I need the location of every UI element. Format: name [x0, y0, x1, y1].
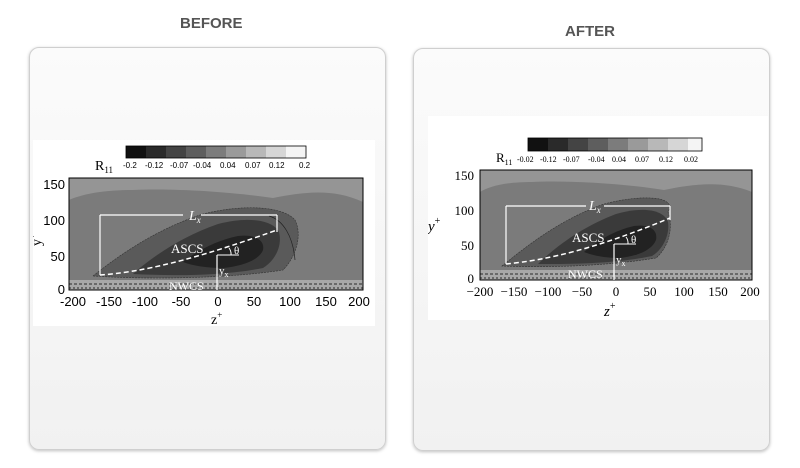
before-x-ticks: -200 -150 -100 -50 0 50 100 150 200 [60, 294, 370, 309]
before-x-tick: 150 [315, 294, 337, 309]
before-x-tick: -150 [96, 294, 122, 309]
after-contour-plot: R11 -0.02 -0.12 -0.07 -0.04 0.04 0.07 0.… [426, 137, 760, 320]
before-x-tick: 50 [247, 294, 261, 309]
after-cb-tick: -0.12 [540, 155, 557, 164]
before-contour-plot: R11 -0.2 -0.12 -0.07 -0.04 0.04 0.07 0.1… [27, 145, 370, 328]
before-y-ticks: 150 100 50 0 [43, 177, 65, 297]
after-cb-tick: -0.07 [563, 155, 580, 164]
after-cb-tick: 0.02 [684, 155, 698, 164]
before-cb-tick: 0.12 [269, 161, 285, 170]
before-y-axis-label: y+ [33, 234, 45, 246]
before-cb-tick: -0.07 [170, 161, 189, 170]
after-plot-area [479, 169, 753, 281]
before-cb-tick: 0.04 [220, 161, 236, 170]
before-y-tick: 150 [43, 177, 65, 192]
after-x-tick: 0 [613, 284, 620, 299]
before-x-tick: 100 [279, 294, 301, 309]
before-x-tick: -50 [172, 294, 191, 309]
after-figure: R11 -0.02 -0.12 -0.07 -0.04 0.04 0.07 0.… [426, 116, 768, 320]
before-cb-tick: 0.07 [245, 161, 261, 170]
before-colorbar-ticks: -0.2 -0.12 -0.07 -0.04 0.04 0.07 0.12 0.… [123, 161, 311, 170]
after-cb-tick: 0.04 [612, 155, 626, 164]
after-ascs-label: ASCS [572, 230, 605, 245]
after-cb-tick: 0.12 [659, 155, 673, 164]
after-cb-tick: -0.02 [517, 155, 534, 164]
after-overlay [505, 205, 671, 280]
before-x-axis-label: z+ [211, 310, 222, 326]
after-x-tick: 200 [740, 284, 760, 299]
after-y-axis-label: y+ [428, 216, 441, 235]
after-x-tick: 100 [674, 284, 694, 299]
after-x-tick: 150 [708, 284, 728, 299]
after-cb-tick: -0.04 [588, 155, 605, 164]
before-ascs-label: ASCS [171, 241, 204, 256]
before-heading: BEFORE [180, 15, 243, 32]
before-cb-tick: -0.04 [193, 161, 212, 170]
after-colorbar-ticks: -0.02 -0.12 -0.07 -0.04 0.04 0.07 0.12 0… [517, 155, 698, 164]
before-y-tick: 50 [51, 249, 65, 264]
after-colorbar [527, 137, 703, 152]
before-x-tick: 200 [348, 294, 370, 309]
before-y-tick: 100 [43, 213, 65, 228]
after-y-tick: 100 [455, 203, 475, 218]
before-x-tick: -100 [132, 294, 158, 309]
after-nwcs-label: NWCS [568, 267, 603, 281]
before-plot-area [68, 177, 364, 291]
before-theta-label: θ [234, 245, 239, 257]
before-x-tick: 0 [214, 294, 221, 309]
before-cb-tick: -0.12 [145, 161, 164, 170]
before-figure: R11 -0.2 -0.12 -0.07 -0.04 0.04 0.07 0.1… [27, 140, 375, 328]
after-x-tick: 50 [644, 284, 657, 299]
after-x-ticks: −200 −150 −100 −50 0 50 100 150 200 [467, 284, 760, 299]
before-x-tick: -200 [60, 294, 86, 309]
before-yx-label: yx [219, 265, 229, 279]
after-x-axis-label: z+ [603, 301, 616, 320]
after-theta-label: θ [631, 234, 636, 246]
before-nwcs-label: NWCS [169, 279, 204, 293]
after-x-tick: −50 [572, 284, 592, 299]
after-x-tick: −100 [535, 284, 562, 299]
before-cb-tick: 0.2 [299, 161, 311, 170]
before-y-tick: 0 [58, 282, 65, 297]
after-y-tick: 150 [455, 168, 475, 183]
before-cb-tick: -0.2 [123, 161, 137, 170]
after-x-tick: −200 [467, 284, 494, 299]
after-cb-tick: 0.07 [635, 155, 649, 164]
before-lx-label: Lx [188, 209, 201, 225]
after-y-ticks: 150 100 50 0 [455, 168, 475, 286]
after-y-tick: 50 [461, 238, 474, 253]
before-colorbar-title: R11 [95, 159, 113, 175]
after-y-tick: 0 [468, 271, 475, 286]
after-colorbar-title: R11 [496, 150, 512, 167]
after-heading: AFTER [565, 23, 615, 40]
after-x-tick: −150 [501, 284, 528, 299]
after-yx-label: yx [616, 254, 626, 268]
after-lx-label: Lx [588, 199, 601, 215]
before-overlay [99, 214, 278, 290]
before-colorbar [125, 145, 307, 159]
